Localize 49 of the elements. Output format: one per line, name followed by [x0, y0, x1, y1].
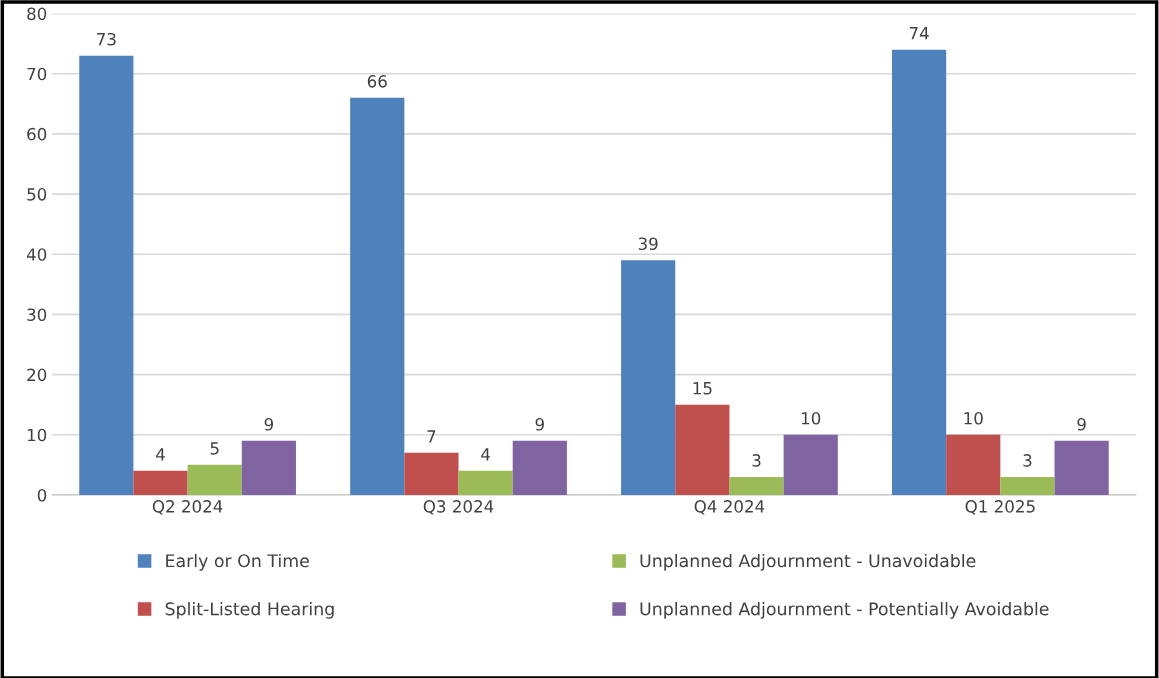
data-label: 9 [1077, 418, 1086, 431]
y-tick-label: 20 [27, 368, 47, 382]
data-label: 7 [427, 430, 436, 443]
legend-label: Early or On Time [166, 553, 309, 571]
data-label: 39 [638, 237, 658, 251]
legend-label: Split-Listed Hearing [165, 601, 334, 619]
bar [512, 440, 567, 495]
x-tick-label: Q2 2024 [152, 500, 223, 515]
bar [675, 404, 730, 495]
data-label: 3 [1023, 454, 1032, 467]
legend-label: Unplanned Adjournment - Unavoidable [640, 553, 976, 571]
data-label: 3 [752, 454, 761, 467]
x-tick-label: Q1 2025 [965, 500, 1035, 515]
bar [133, 470, 188, 495]
data-label: 10 [964, 411, 983, 425]
bar [1054, 440, 1109, 495]
y-tick-label: 10 [27, 428, 47, 442]
data-label: 5 [210, 442, 219, 455]
bar [458, 470, 513, 495]
y-tick-label: 30 [27, 308, 47, 321]
data-label: 10 [801, 411, 821, 425]
bar [187, 464, 242, 495]
bar [621, 260, 676, 495]
bar [79, 55, 134, 495]
x-tick-label: Q4 2024 [694, 500, 765, 515]
bar [946, 434, 1001, 495]
bar [404, 452, 459, 495]
y-tick-label: 80 [27, 7, 47, 21]
data-label: 73 [97, 32, 116, 46]
y-tick-label: 50 [27, 188, 47, 201]
bar [1000, 476, 1055, 495]
y-tick-label: 40 [26, 248, 47, 261]
data-label: 74 [909, 27, 929, 40]
bar [729, 476, 784, 495]
legend-label: Unplanned Adjournment - Potentially Avoidable [640, 601, 1049, 619]
data-label: 9 [535, 418, 544, 431]
bar [350, 97, 405, 495]
y-tick-label: 0 [37, 488, 47, 502]
data-label: 66 [367, 75, 387, 88]
data-label: 15 [693, 382, 712, 395]
bar [241, 440, 296, 495]
y-tick-label: 60 [27, 127, 47, 141]
x-tick-label: Q3 2024 [423, 500, 494, 515]
data-label: 4 [156, 448, 165, 461]
bar [783, 434, 838, 495]
y-tick-label: 70 [27, 67, 47, 81]
data-label: 4 [481, 448, 490, 461]
bar [892, 49, 947, 495]
data-label: 9 [264, 418, 274, 431]
